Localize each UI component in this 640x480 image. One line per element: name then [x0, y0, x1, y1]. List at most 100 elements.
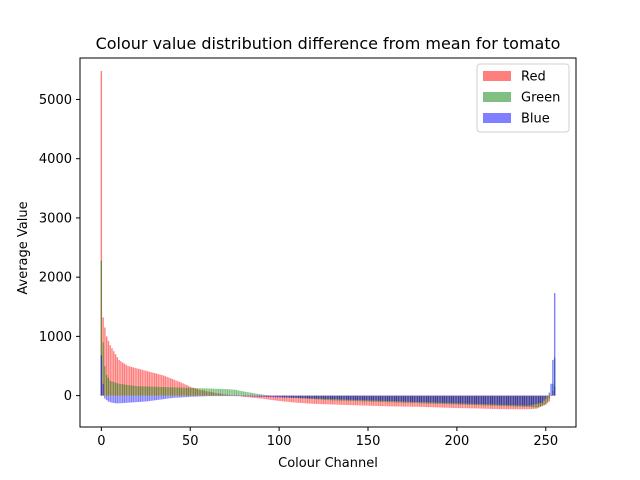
bar-green-75 — [233, 389, 236, 396]
bar-blue-123 — [319, 395, 321, 399]
bar-green-89 — [258, 394, 261, 396]
bar-red-92 — [264, 395, 266, 400]
bar-red-14 — [125, 364, 127, 396]
bar-blue-226 — [502, 395, 504, 405]
bar-green-23 — [141, 386, 143, 396]
bar-blue-8 — [114, 395, 117, 404]
bar-red-96 — [271, 395, 273, 400]
bar-blue-21 — [137, 395, 140, 403]
bar-red-4 — [107, 340, 110, 396]
bar-blue-188 — [434, 395, 437, 403]
bar-red-105 — [287, 395, 289, 402]
bar-blue-170 — [402, 395, 405, 402]
bar-red-25 — [145, 370, 147, 396]
bar-blue-236 — [520, 395, 522, 406]
bar-red-120 — [313, 395, 316, 404]
bar-blue-85 — [251, 395, 254, 397]
bar-blue-46 — [182, 395, 184, 398]
bar-green-44 — [178, 387, 181, 396]
bar-blue-62 — [210, 395, 213, 397]
bar-blue-232 — [513, 395, 515, 406]
bar-blue-92 — [264, 395, 266, 397]
bar-green-46 — [182, 387, 184, 396]
y-tick-label: 0 — [64, 389, 72, 404]
bar-blue-153 — [372, 395, 375, 401]
bar-red-117 — [308, 395, 311, 404]
bar-blue-179 — [418, 395, 421, 403]
bar-blue-104 — [285, 395, 287, 398]
bar-blue-222 — [495, 395, 497, 405]
bar-blue-133 — [337, 395, 339, 400]
bar-red-252 — [548, 395, 551, 402]
bar-blue-197 — [450, 395, 453, 404]
bar-green-34 — [161, 386, 163, 396]
bar-blue-249 — [543, 395, 545, 401]
bar-blue-252 — [548, 392, 551, 396]
bar-blue-244 — [534, 395, 536, 405]
bar-blue-199 — [454, 395, 456, 404]
bar-blue-10 — [118, 395, 120, 404]
bar-red-13 — [123, 363, 126, 396]
bar-red-89 — [258, 395, 261, 399]
legend-label-red: Red — [521, 70, 546, 85]
bar-red-118 — [310, 395, 312, 404]
bar-green-70 — [225, 389, 227, 396]
bar-blue-42 — [175, 395, 177, 398]
bar-blue-87 — [255, 395, 257, 397]
bar-red-19 — [134, 367, 136, 396]
bar-green-85 — [251, 392, 254, 396]
bar-green-87 — [255, 393, 257, 396]
bar-green-252 — [548, 395, 551, 399]
bar-blue-223 — [497, 395, 499, 405]
bar-blue-255 — [553, 293, 556, 396]
bar-blue-112 — [299, 395, 302, 399]
bar-green-37 — [166, 387, 168, 396]
bar-red-119 — [312, 395, 314, 404]
bar-blue-6 — [111, 395, 113, 403]
x-tick-label: 100 — [267, 434, 292, 449]
bar-blue-238 — [523, 395, 526, 406]
bar-blue-241 — [529, 395, 531, 406]
bar-blue-198 — [452, 395, 455, 404]
bar-blue-19 — [134, 395, 136, 403]
bar-blue-215 — [482, 395, 485, 405]
bar-green-81 — [244, 391, 247, 396]
bar-red-12 — [121, 362, 124, 396]
bar-blue-82 — [246, 395, 248, 397]
bar-blue-68 — [221, 395, 223, 397]
bar-blue-136 — [342, 395, 344, 400]
bar-red-109 — [294, 395, 296, 403]
bar-blue-169 — [401, 395, 403, 402]
bar-blue-70 — [225, 395, 227, 397]
bar-blue-140 — [349, 395, 351, 400]
bar-green-33 — [159, 386, 161, 396]
bar-green-53 — [194, 388, 197, 396]
bar-red-23 — [141, 369, 143, 396]
bar-red-100 — [278, 395, 280, 401]
bar-red-113 — [301, 395, 303, 404]
bar-blue-115 — [305, 395, 307, 399]
bar-green-83 — [248, 392, 250, 396]
bar-green-42 — [175, 387, 177, 396]
bar-green-80 — [242, 391, 245, 396]
bar-red-94 — [267, 395, 270, 400]
bar-blue-212 — [477, 395, 479, 405]
bar-blue-54 — [196, 395, 199, 397]
bar-red-21 — [137, 368, 140, 396]
bar-blue-161 — [386, 395, 389, 401]
bar-blue-127 — [326, 395, 328, 399]
bar-red-110 — [296, 395, 298, 403]
bar-blue-59 — [205, 395, 207, 397]
bar-blue-165 — [393, 395, 396, 402]
bar-blue-1 — [102, 383, 104, 396]
bar-red-121 — [315, 395, 318, 404]
bar-green-51 — [191, 387, 193, 396]
bar-red-7 — [113, 351, 115, 396]
bar-green-24 — [143, 386, 145, 396]
bar-blue-168 — [399, 395, 401, 402]
bar-blue-106 — [289, 395, 291, 398]
bar-blue-27 — [148, 395, 151, 402]
bar-green-73 — [230, 389, 232, 396]
bar-blue-101 — [280, 395, 282, 398]
bar-blue-251 — [546, 395, 549, 397]
